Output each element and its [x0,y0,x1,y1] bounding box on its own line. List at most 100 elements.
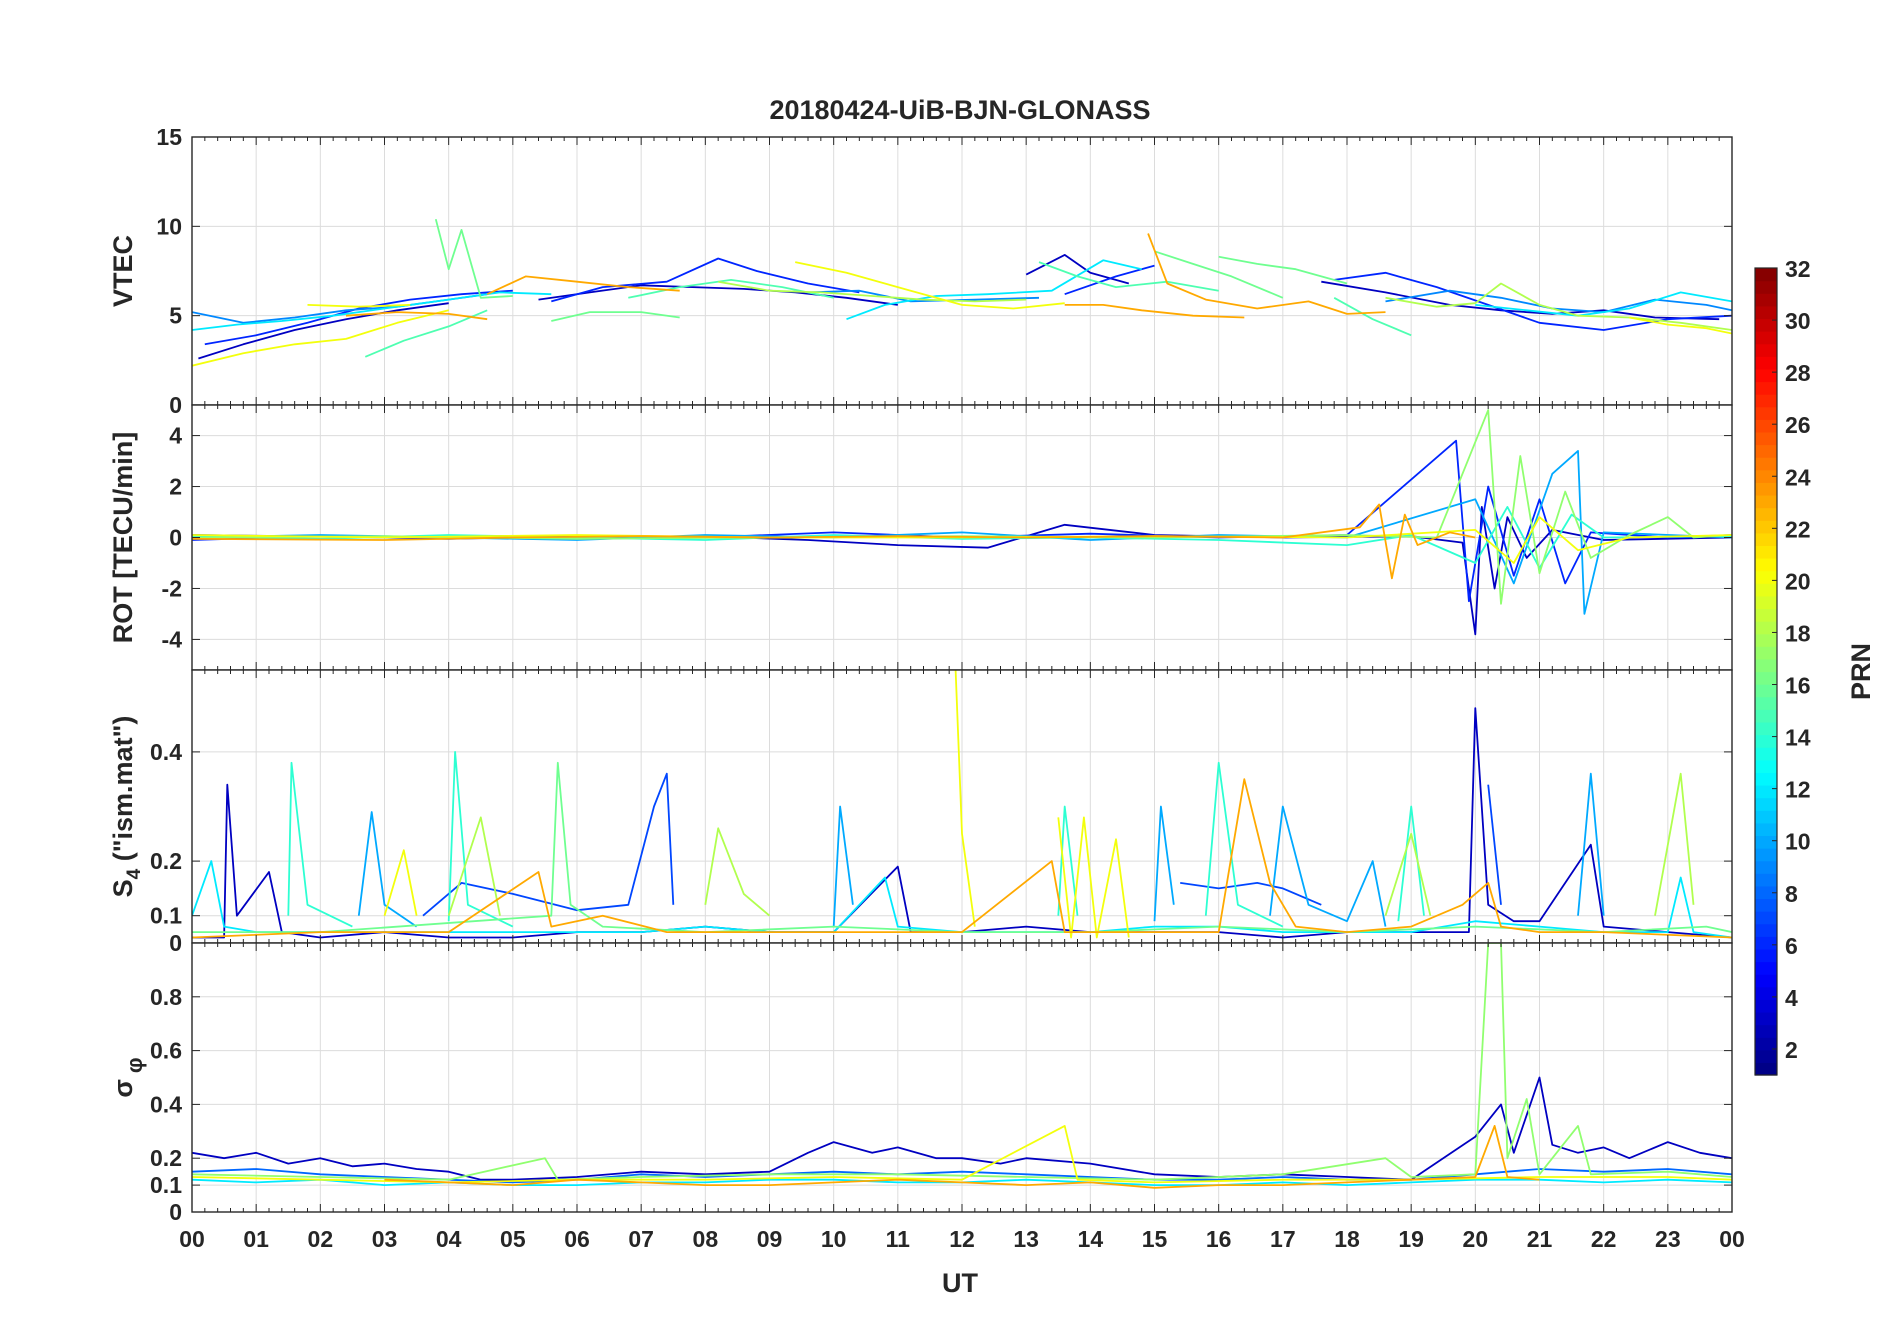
colorbar-swatch [1755,898,1777,912]
x-tick-label: 14 [1078,1226,1104,1252]
y-tick-label: 0.6 [150,1038,182,1064]
colorbar-swatch [1755,911,1777,925]
y-axis-label: VTEC [108,235,138,307]
colorbar-swatch [1755,368,1777,383]
x-tick-label: 13 [1013,1226,1039,1252]
colorbar-swatch [1755,999,1777,1013]
trace-prn-17 [192,943,1732,1181]
colorbar-swatch [1755,520,1777,534]
y-tick-label: 0.2 [150,848,182,874]
trace-prn-9 [807,289,1040,303]
colorbar-swatch [1755,936,1777,950]
colorbar-swatch [1755,1049,1777,1063]
trace-prn-18 [1654,772,1695,916]
traces [192,670,1732,939]
trace-prn-14 [1397,805,1425,922]
y-tick-label: 0.1 [150,1172,182,1198]
x-tick-label: 12 [949,1226,975,1252]
colorbar-swatch [1755,1037,1777,1051]
colorbar-swatch [1755,948,1777,963]
trace-prn-7 [1180,882,1322,906]
y-axis-label: S4 ("ism.mat") [108,716,145,898]
traces [192,409,1732,636]
trace-prn-20 [307,304,411,308]
colorbar-tick-label: 8 [1785,881,1798,907]
colorbar-swatch [1755,482,1777,496]
colorbar-swatch [1755,1062,1777,1076]
trace-prn-15 [364,309,488,358]
colorbar-swatch [1755,457,1777,471]
colorbar-swatch [1755,1011,1777,1026]
y-tick-label: -2 [162,575,182,601]
trace-prn-20 [1057,816,1130,939]
colorbar-tick-label: 16 [1785,673,1811,699]
trace-prn-16 [1154,250,1284,299]
colorbar-swatch [1755,772,1777,786]
x-tick-label: 02 [308,1226,334,1252]
colorbar-tick-label: 14 [1785,725,1811,751]
chart-title: 20180424-UiB-BJN-GLONASS [769,95,1150,125]
trace-prn-14 [1057,805,1079,916]
colorbar-swatch [1755,444,1777,458]
y-tick-label: 0.4 [150,739,182,765]
x-tick-label: 15 [1142,1226,1168,1252]
colorbar-swatch [1755,305,1777,320]
y-tick-label: 0.2 [150,1145,182,1171]
y-tick-label: -4 [162,626,183,652]
colorbar-swatch [1755,873,1777,887]
trace-prn-23 [345,311,488,321]
trace-prn-6 [551,257,860,303]
panel-s4: 00.1 0.2 0.4S4 ("ism.mat") [108,669,1733,956]
trace-prn-7 [1487,784,1502,905]
colorbar-swatch [1755,860,1777,874]
colorbar-swatch [1755,268,1777,282]
colorbar-tick-label: 20 [1785,568,1811,594]
colorbar-tick-label: 30 [1785,308,1811,334]
trace-prn-15 [628,279,834,299]
colorbar-swatch [1755,797,1777,811]
colorbar-swatch [1755,709,1777,723]
trace-prn-20 [954,670,976,927]
trace-prn-3 [192,1076,1732,1181]
x-tick-label: 22 [1591,1226,1617,1252]
trace-prn-10 [1577,772,1605,916]
x-tick-label: 17 [1270,1226,1296,1252]
colorbar-swatch [1755,759,1777,773]
trace-prn-10 [357,811,418,928]
colorbar-tick-label: 26 [1785,412,1811,438]
trace-prn-16 [434,218,513,299]
y-tick-label: 15 [156,124,182,150]
colorbar-swatch [1755,532,1777,547]
colorbar-swatch [1755,280,1777,294]
y-tick-label: 0 [169,525,182,551]
colorbar-swatch [1755,419,1777,433]
trace-prn-3 [538,284,898,306]
trace-prn-20 [795,261,1065,310]
colorbar-swatch [1755,885,1777,900]
trace-prn-14 [447,751,514,928]
colorbar-swatch [1755,835,1777,849]
colorbar-tick-label: 6 [1785,933,1798,959]
colorbar-swatch [1755,848,1777,862]
colorbar-tick-label: 2 [1785,1037,1798,1063]
y-tick-label: 0.1 [150,903,182,929]
x-tick-label: 04 [436,1226,462,1252]
trace-prn-16 [1218,255,1348,285]
y-tick-label: 10 [156,213,182,239]
y-tick-label: 0 [169,392,182,418]
colorbar-swatch [1755,356,1777,370]
colorbar-swatch [1755,961,1777,975]
colorbar-swatch [1755,507,1777,521]
traces [192,218,1732,367]
trace-prn-12 [1475,291,1732,317]
trace-prn-10 [832,805,854,927]
y-axis-label: ROT [TECU/min] [108,432,138,643]
colorbar-tick-label: 32 [1785,256,1811,282]
x-tick-label: 21 [1527,1226,1553,1252]
colorbar-swatch [1755,469,1777,483]
colorbar-swatch [1755,658,1777,673]
trace-prn-3 [198,302,449,360]
trace-prn-10 [192,450,1732,615]
